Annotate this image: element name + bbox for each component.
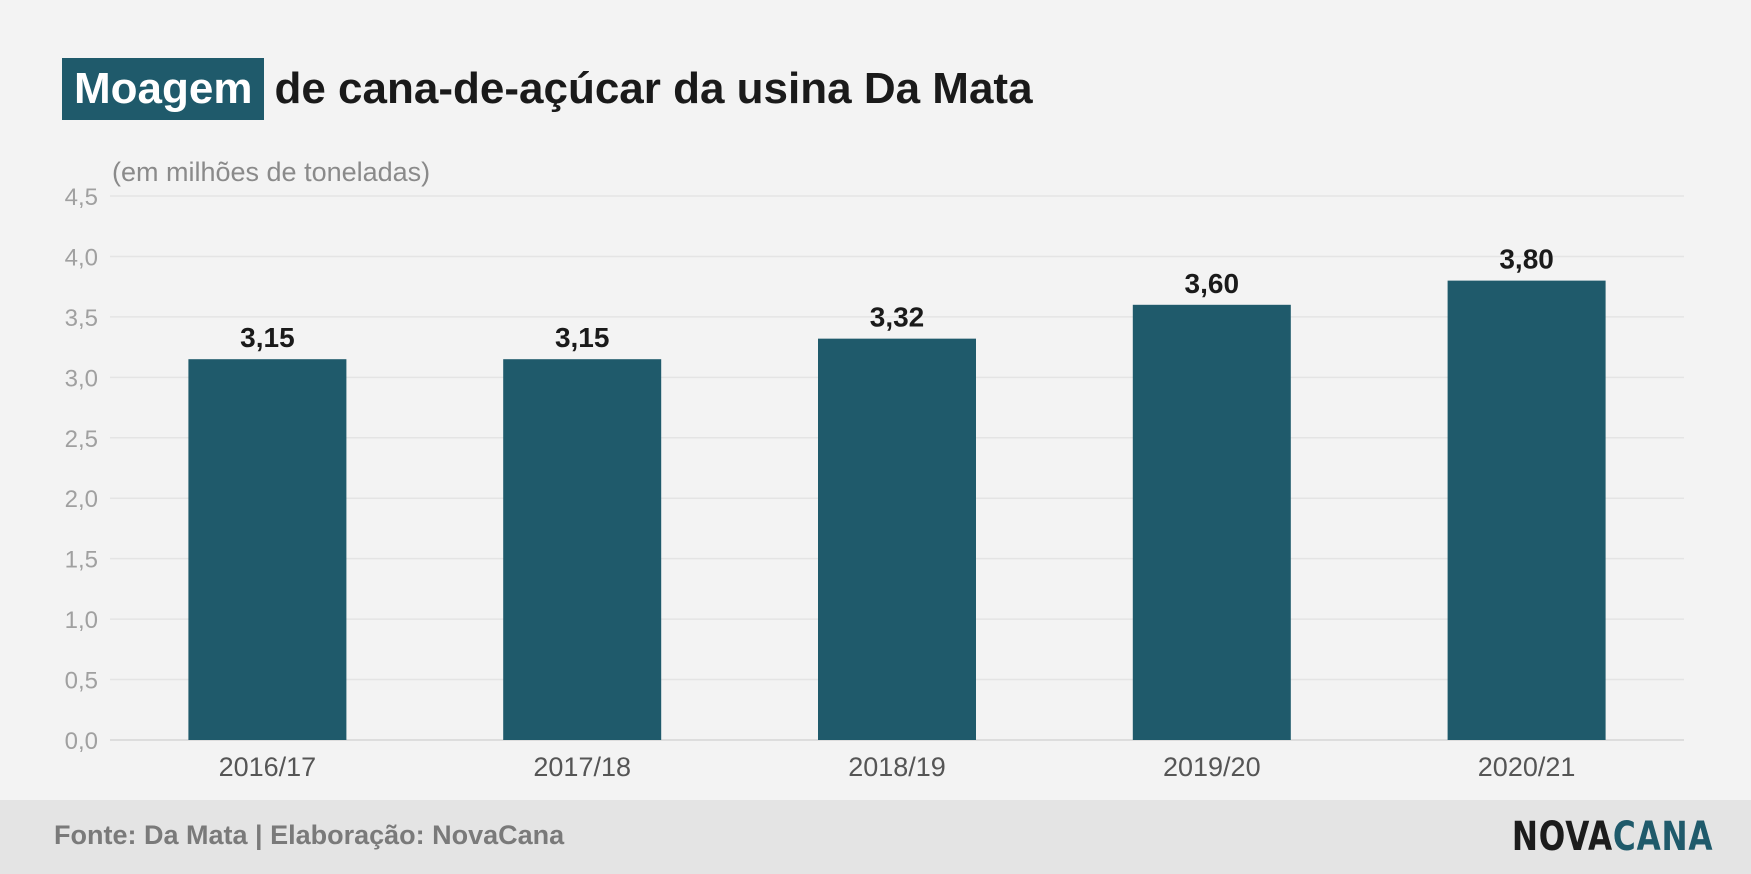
x-tick-label: 2017/18 xyxy=(533,752,631,782)
bar xyxy=(188,359,347,740)
bar xyxy=(818,338,976,740)
y-tick-label: 0,5 xyxy=(65,668,98,695)
footer: Fonte: Da Mata | Elaboração: NovaCana NO… xyxy=(0,800,1751,874)
data-label: 3,32 xyxy=(870,302,925,333)
chart-title: Moagem de cana-de-açúcar da usina Da Mat… xyxy=(62,58,1033,120)
data-label: 3,80 xyxy=(1499,244,1554,275)
logo-part-cana: CANA xyxy=(1612,814,1713,860)
source-credit: Fonte: Da Mata | Elaboração: NovaCana xyxy=(54,820,565,850)
y-tick-label: 3,0 xyxy=(65,365,98,392)
bar xyxy=(1132,304,1291,740)
y-tick-label: 3,5 xyxy=(65,305,98,332)
y-tick-label: 2,5 xyxy=(65,426,98,453)
bar xyxy=(503,359,662,740)
x-tick-label: 2018/19 xyxy=(848,752,946,782)
y-tick-label: 1,0 xyxy=(65,607,98,634)
y-tick-label: 4,5 xyxy=(65,184,98,211)
data-label: 3,15 xyxy=(240,322,295,353)
y-tick-label: 4,0 xyxy=(65,244,98,271)
x-tick-label: 2019/20 xyxy=(1163,752,1261,782)
data-label: 3,60 xyxy=(1185,268,1240,299)
novacana-logo: NOVA CANA xyxy=(1511,814,1713,860)
y-axis-unit-label: (em milhões de toneladas) xyxy=(112,157,430,187)
y-tick-label: 0,0 xyxy=(65,728,98,755)
x-tick-label: 2020/21 xyxy=(1478,752,1576,782)
x-tick-label: 2016/17 xyxy=(219,752,317,782)
y-tick-label: 1,5 xyxy=(65,547,98,574)
bar-chart: (em milhões de toneladas) 0,0 0,5 1,0 1,5 2,0… xyxy=(65,157,1684,782)
title-highlight: Moagem xyxy=(62,58,265,120)
data-label: 3,15 xyxy=(555,322,610,353)
title-text: de cana-de-açúcar da usina Da Mata xyxy=(274,64,1033,113)
bar xyxy=(1447,280,1606,740)
y-tick-label: 2,0 xyxy=(65,486,98,513)
logo-part-nova: NOVA xyxy=(1511,814,1613,860)
